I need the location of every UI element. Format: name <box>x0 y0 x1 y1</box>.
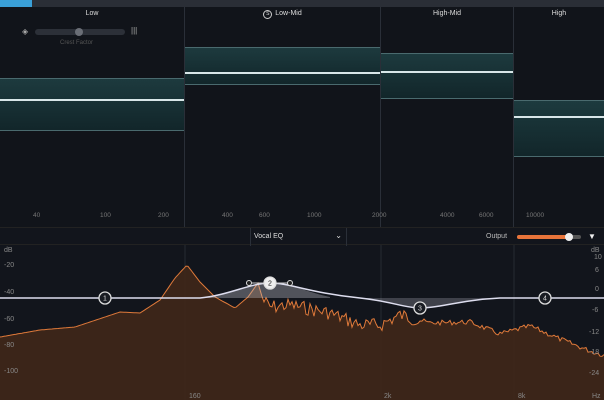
eq-node-2[interactable] <box>263 276 277 290</box>
toolbar: Vocal EQ ⌄ Output ▼ <box>0 227 604 246</box>
db-label: -18 <box>589 349 600 356</box>
db-label: -20 <box>4 262 15 269</box>
eq-node-3[interactable] <box>413 301 427 315</box>
db-unit-left: dB <box>4 247 13 254</box>
freq-label: 100 <box>100 212 111 219</box>
triangle-down-icon[interactable]: ▼ <box>588 232 596 241</box>
freq-label: 600 <box>259 212 270 219</box>
x-label: Hz <box>592 393 601 400</box>
freq-label: 2000 <box>372 212 387 219</box>
x-label: 8k <box>518 393 526 400</box>
band-title: Low <box>85 10 99 17</box>
freq-label: 40 <box>33 212 41 219</box>
band-high[interactable]: High <box>514 7 604 227</box>
db-unit-right: dB <box>591 247 600 254</box>
band-high-mid[interactable]: High-Mid <box>381 7 514 227</box>
crest-factor-label: Crest Factor <box>60 40 94 46</box>
top-bar <box>0 0 604 7</box>
spectrum-fill <box>0 266 604 400</box>
band-low-mid[interactable]: S Low-Mid <box>185 7 381 227</box>
preset-label: Vocal EQ <box>254 233 284 240</box>
band-low[interactable]: Low ◈ ||| Crest Factor <box>0 7 185 227</box>
eq-node-1[interactable] <box>98 291 112 305</box>
q-handle <box>287 280 293 286</box>
db-label: -80 <box>4 342 15 349</box>
db-label: -60 <box>4 316 15 323</box>
q-handle <box>246 280 252 286</box>
spectrum-line <box>0 265 604 357</box>
crest-factor-slider[interactable] <box>35 28 125 36</box>
freq-label: 10000 <box>526 212 545 219</box>
preset-dropdown[interactable]: Vocal EQ ⌄ <box>250 228 347 246</box>
freq-label: 400 <box>222 212 233 219</box>
solo-icon[interactable]: S <box>263 10 273 19</box>
eq-node-label: 2 <box>268 281 272 288</box>
freq-label: 1000 <box>307 212 322 219</box>
band-title: High-Mid <box>432 10 461 17</box>
freq-label: 4000 <box>440 212 455 219</box>
db-label: -100 <box>4 368 19 375</box>
x-label: 160 <box>189 393 201 400</box>
db-label: 0 <box>595 286 599 293</box>
db-label: -24 <box>589 370 600 377</box>
db-label: -12 <box>589 329 600 336</box>
eq-node-4[interactable] <box>538 291 552 305</box>
db-label: -6 <box>592 307 599 314</box>
band-title: High <box>551 10 567 17</box>
freq-label: 200 <box>158 212 169 219</box>
db-label: -40 <box>4 289 15 296</box>
band-title: Low-Mid <box>275 10 302 17</box>
eq-curve <box>0 282 604 309</box>
output-label: Output <box>486 233 508 240</box>
boost-area <box>200 283 330 298</box>
top-tab-button[interactable] <box>0 0 32 7</box>
chevron-down-icon: ⌄ <box>335 231 342 240</box>
eq-graph[interactable]: 1 2 3 4 dB -20 -40 -60 -80 -100 dB 10 6 0 -… <box>0 245 604 400</box>
output-slider[interactable] <box>517 233 581 241</box>
cut-area <box>360 298 500 308</box>
eq-curve-svg: 1 2 3 4 <box>0 245 604 400</box>
eq-node-label: 1 <box>103 296 107 303</box>
mono-icon[interactable]: ◈ <box>22 27 29 36</box>
meter-icon: ||| <box>131 26 138 35</box>
eq-node-label: 3 <box>418 306 422 313</box>
x-label: 2k <box>384 393 392 400</box>
eq-node-label: 4 <box>543 296 547 303</box>
db-label: 6 <box>595 267 599 274</box>
db-label: 10 <box>594 254 602 261</box>
freq-label: 6000 <box>479 212 494 219</box>
